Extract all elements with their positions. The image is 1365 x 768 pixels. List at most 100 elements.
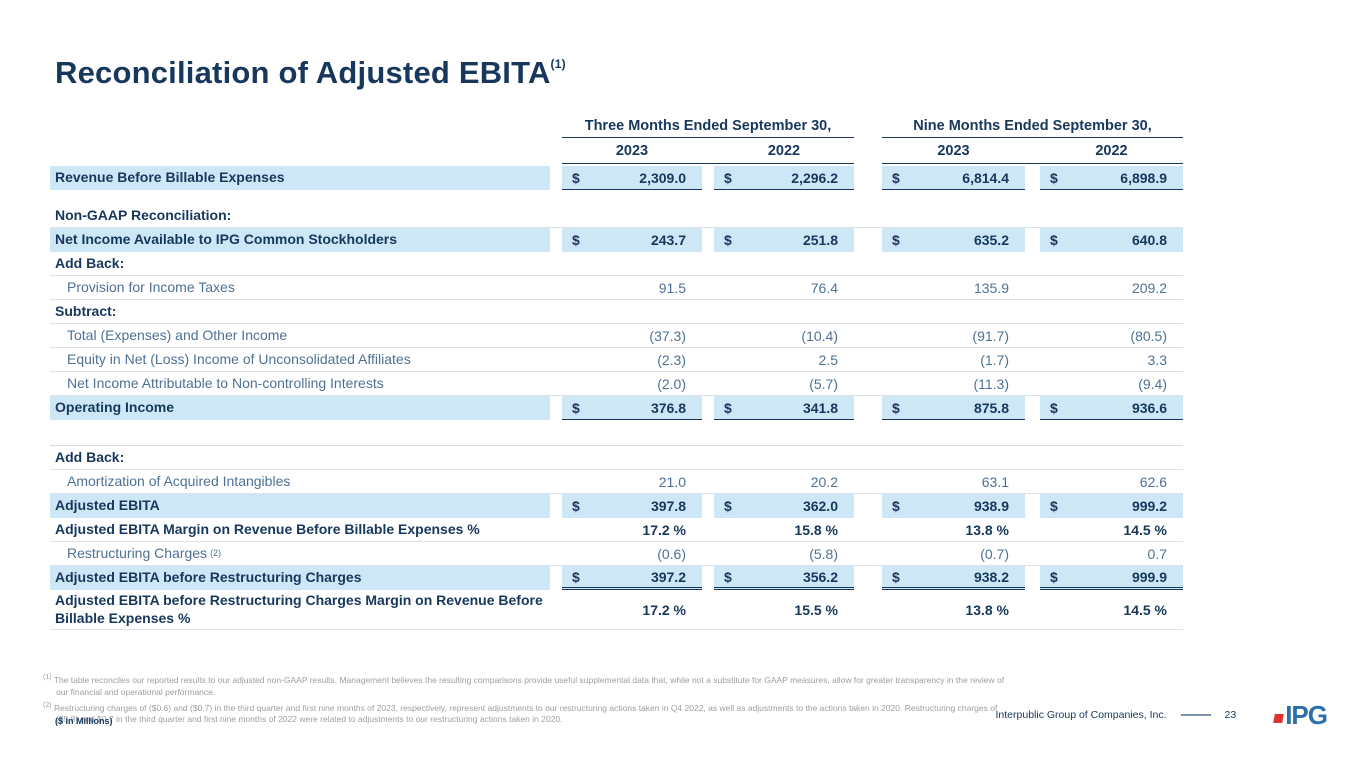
value: 999.9 [1131, 568, 1167, 585]
value-cell: 76.4 [714, 276, 854, 299]
value-cell: $635.2 [882, 228, 1025, 252]
currency-symbol: $ [572, 568, 580, 585]
value: 397.8 [650, 498, 686, 514]
table-body: Revenue Before Billable Expenses $2,309.0… [50, 166, 1183, 630]
table-row: Adjusted EBITA $397.8 $362.0 $938.9 $999.2 [50, 494, 1183, 518]
value: (9.4) [1138, 375, 1167, 392]
footnote-1: (1) The table reconciles our reported re… [43, 673, 1018, 699]
table-spacer [50, 190, 1183, 204]
header-gap [854, 141, 882, 164]
row-label: Operating Income [50, 396, 550, 420]
row-label: Equity in Net (Loss) Income of Unconsoli… [67, 350, 411, 367]
value-cell: (5.7) [714, 372, 854, 395]
value: 640.8 [1131, 232, 1167, 248]
value: 21.0 [658, 473, 686, 490]
footnote-marker: (1) [43, 674, 52, 681]
page-title-text: Reconciliation of Adjusted EBITA [55, 55, 551, 90]
table-row: Add Back: [50, 446, 1183, 470]
value-cell: 91.5 [562, 276, 702, 299]
value: 251.8 [802, 232, 838, 248]
currency-symbol: $ [1050, 568, 1058, 585]
currency-symbol: $ [892, 498, 900, 514]
value-cell: (2.0) [562, 372, 702, 395]
ipg-logo-text: IPG [1285, 700, 1328, 730]
year-header: 2022 [767, 143, 801, 159]
title-footnote-marker: (1) [550, 56, 566, 71]
value-cell: 15.8 % [714, 518, 854, 541]
value: (11.3) [973, 375, 1009, 392]
row-footnote-marker: (2) [210, 547, 222, 558]
value-cell: $356.2 [714, 566, 854, 590]
year-group-nine-months: 2023 2022 [882, 141, 1183, 164]
currency-symbol: $ [724, 568, 732, 585]
value: 356.2 [802, 568, 838, 585]
page-title: Reconciliation of Adjusted EBITA(1) [55, 55, 566, 91]
table-spacer [50, 420, 1183, 446]
table-row: Total (Expenses) and Other Income (37.3) (… [50, 324, 1183, 348]
value-cell: $376.8 [562, 396, 702, 420]
row-label: Adjusted EBITA before Restructuring Char… [50, 566, 550, 590]
value: 938.9 [973, 498, 1009, 514]
value-cell: (0.7) [882, 542, 1025, 565]
table-row: Net Income Attributable to Non-controlli… [50, 372, 1183, 396]
year-group-three-months: 2023 2022 [562, 141, 854, 164]
row-label: Add Back: [55, 448, 125, 465]
header-gap [854, 118, 882, 138]
value: (10.4) [801, 327, 838, 344]
table-year-header-row: 2023 2022 2023 2022 [50, 141, 1183, 164]
value-cell: $6,898.9 [1040, 166, 1183, 190]
value: 938.2 [973, 568, 1009, 585]
value: 875.8 [973, 399, 1009, 416]
currency-symbol: $ [572, 399, 580, 416]
value: 6,898.9 [1120, 169, 1167, 186]
currency-symbol: $ [724, 169, 732, 186]
value-cell: $397.2 [562, 566, 702, 590]
value-cell: 209.2 [1040, 276, 1183, 299]
value: 209.2 [1131, 279, 1167, 296]
value-cell: $640.8 [1040, 228, 1183, 252]
value-cell: $2,296.2 [714, 166, 854, 190]
row-label: Add Back: [55, 254, 125, 271]
table-row: Subtract: [50, 300, 1183, 324]
value-cell: 17.2 % [562, 518, 702, 541]
value: (2.3) [657, 351, 686, 368]
year-header: 2022 [1095, 143, 1128, 159]
row-label: Adjusted EBITA Margin on Revenue Before … [55, 520, 480, 537]
value: 635.2 [973, 232, 1009, 248]
year-header: 2023 [937, 143, 970, 159]
value-cell: (37.3) [562, 324, 702, 347]
row-label: Net Income Available to IPG Common Stock… [50, 228, 550, 252]
row-label: Revenue Before Billable Expenses [50, 166, 550, 190]
currency-symbol: $ [1050, 498, 1058, 514]
value: 135.9 [973, 279, 1009, 296]
value: 243.7 [650, 232, 686, 248]
value-cell: $938.2 [882, 566, 1025, 590]
currency-symbol: $ [572, 232, 580, 248]
currency-symbol: $ [724, 399, 732, 416]
value: 14.5 % [1123, 601, 1167, 618]
row-label: Subtract: [55, 302, 117, 319]
currency-symbol: $ [1050, 232, 1058, 248]
value: 6,814.4 [962, 169, 1009, 186]
value-cell: $6,814.4 [882, 166, 1025, 190]
value: 91.5 [658, 279, 686, 296]
footnote-text: Restructuring charges of ($0.6) and ($0.… [53, 702, 998, 725]
footnote-marker: (2) [43, 701, 52, 709]
currency-symbol: $ [724, 232, 732, 248]
currency-symbol: $ [892, 232, 900, 248]
year-header: 2023 [615, 143, 649, 159]
footer-divider [1180, 714, 1211, 716]
value-cell: 3.3 [1040, 348, 1183, 371]
value-cell: 14.5 % [1040, 590, 1183, 629]
value-cell: 62.6 [1040, 470, 1183, 493]
value: (5.7) [809, 375, 838, 392]
value-cell: 63.1 [882, 470, 1025, 493]
header-label-spacer [50, 141, 562, 164]
value-cell: 0.7 [1040, 542, 1183, 565]
value-cell: $938.9 [882, 494, 1025, 518]
value: 76.4 [810, 279, 838, 296]
value-cell: $362.0 [714, 494, 854, 518]
value-cell: 13.8 % [882, 590, 1025, 629]
table-row: Adjusted EBITA before Restructuring Char… [50, 566, 1183, 590]
currency-symbol: $ [1050, 399, 1058, 416]
